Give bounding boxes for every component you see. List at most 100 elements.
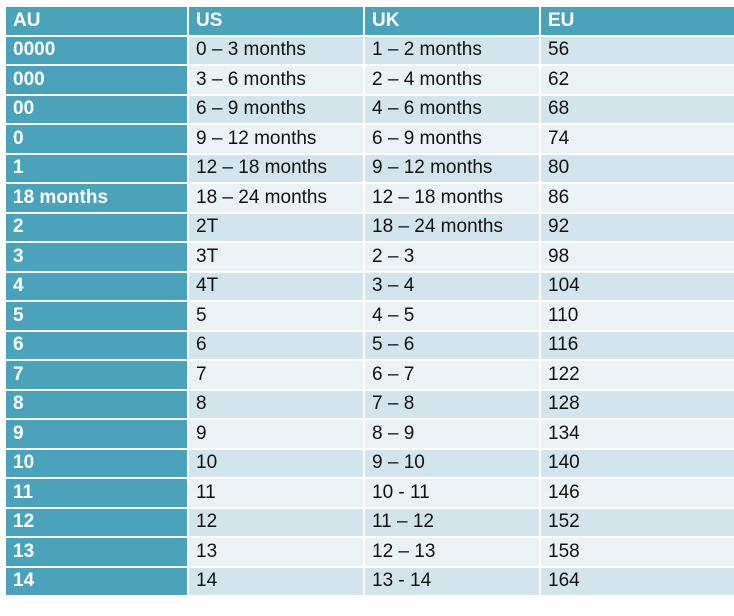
- cell-uk: 11 – 12: [364, 507, 541, 538]
- cell-eu: 68: [540, 94, 734, 125]
- cell-us: 12 – 18 months: [188, 153, 365, 184]
- cell-us: 14: [188, 566, 365, 597]
- cell-uk: 6 – 9 months: [364, 124, 541, 155]
- table-row: 2 2T 18 – 24 months 92: [6, 212, 734, 243]
- table-body: 0000 0 – 3 months 1 – 2 months 56 000 3 – 6 m…: [6, 35, 734, 597]
- cell-au: 8: [6, 389, 189, 420]
- cell-eu: 128: [540, 389, 734, 420]
- cell-au: 9: [6, 419, 189, 450]
- cell-eu: 134: [540, 419, 734, 450]
- cell-uk: 12 – 18 months: [364, 183, 541, 214]
- cell-au: 18 months: [6, 183, 189, 214]
- cell-au: 6: [6, 330, 189, 361]
- cell-eu: 80: [540, 153, 734, 184]
- cell-au: 3: [6, 242, 189, 273]
- cell-eu: 110: [540, 301, 734, 332]
- cell-uk: 4 – 5: [364, 301, 541, 332]
- table-row: 11 11 10 - 11 146: [6, 478, 734, 509]
- cell-au: 12: [6, 507, 189, 538]
- table-row: 10 10 9 – 10 140: [6, 448, 734, 479]
- cell-eu: 116: [540, 330, 734, 361]
- cell-us: 11: [188, 478, 365, 509]
- cell-eu: 140: [540, 448, 734, 479]
- table-row: 12 12 11 – 12 152: [6, 507, 734, 538]
- cell-us: 8: [188, 389, 365, 420]
- cell-au: 0: [6, 124, 189, 155]
- cell-uk: 9 – 12 months: [364, 153, 541, 184]
- cell-au: 7: [6, 360, 189, 391]
- cell-uk: 1 – 2 months: [364, 35, 541, 66]
- cell-us: 3 – 6 months: [188, 65, 365, 96]
- cell-us: 3T: [188, 242, 365, 273]
- cell-us: 5: [188, 301, 365, 332]
- table-row: 1 12 – 18 months 9 – 12 months 80: [6, 153, 734, 184]
- cell-au: 4: [6, 271, 189, 302]
- table-row: 13 13 12 – 13 158: [6, 537, 734, 568]
- cell-eu: 146: [540, 478, 734, 509]
- table-row: 00 6 – 9 months 4 – 6 months 68: [6, 94, 734, 125]
- cell-us: 6 – 9 months: [188, 94, 365, 125]
- table-row: 3 3T 2 – 3 98: [6, 242, 734, 273]
- cell-eu: 158: [540, 537, 734, 568]
- cell-uk: 6 – 7: [364, 360, 541, 391]
- table-row: 14 14 13 - 14 164: [6, 566, 734, 597]
- cell-us: 2T: [188, 212, 365, 243]
- cell-au: 13: [6, 537, 189, 568]
- cell-eu: 164: [540, 566, 734, 597]
- column-header-eu: EU: [540, 7, 734, 37]
- cell-uk: 3 – 4: [364, 271, 541, 302]
- cell-uk: 13 - 14: [364, 566, 541, 597]
- table-row: 4 4T 3 – 4 104: [6, 271, 734, 302]
- column-header-uk: UK: [364, 7, 541, 37]
- cell-us: 9 – 12 months: [188, 124, 365, 155]
- column-header-au: AU: [6, 7, 189, 37]
- cell-us: 10: [188, 448, 365, 479]
- cell-au: 00: [6, 94, 189, 125]
- cell-eu: 56: [540, 35, 734, 66]
- cell-us: 13: [188, 537, 365, 568]
- cell-us: 18 – 24 months: [188, 183, 365, 214]
- cell-uk: 12 – 13: [364, 537, 541, 568]
- cell-eu: 152: [540, 507, 734, 538]
- cell-au: 5: [6, 301, 189, 332]
- cell-eu: 104: [540, 271, 734, 302]
- cell-uk: 5 – 6: [364, 330, 541, 361]
- cell-au: 0000: [6, 35, 189, 66]
- table-row: 000 3 – 6 months 2 – 4 months 62: [6, 65, 734, 96]
- column-header-us: US: [188, 7, 365, 37]
- size-conversion-table: AU US UK EU 0000 0 – 3 months 1 – 2 months…: [6, 7, 734, 597]
- cell-us: 6: [188, 330, 365, 361]
- cell-au: 11: [6, 478, 189, 509]
- cell-uk: 2 – 3: [364, 242, 541, 273]
- cell-au: 1: [6, 153, 189, 184]
- cell-eu: 74: [540, 124, 734, 155]
- cell-eu: 122: [540, 360, 734, 391]
- cell-eu: 86: [540, 183, 734, 214]
- cell-au: 10: [6, 448, 189, 479]
- cell-uk: 8 – 9: [364, 419, 541, 450]
- cell-us: 12: [188, 507, 365, 538]
- cell-eu: 98: [540, 242, 734, 273]
- cell-au: 2: [6, 212, 189, 243]
- cell-au: 14: [6, 566, 189, 597]
- table-row: 18 months 18 – 24 months 12 – 18 months 86: [6, 183, 734, 214]
- cell-us: 0 – 3 months: [188, 35, 365, 66]
- cell-uk: 4 – 6 months: [364, 94, 541, 125]
- table-row: 0000 0 – 3 months 1 – 2 months 56: [6, 35, 734, 66]
- cell-uk: 9 – 10: [364, 448, 541, 479]
- cell-au: 000: [6, 65, 189, 96]
- cell-eu: 62: [540, 65, 734, 96]
- cell-us: 9: [188, 419, 365, 450]
- cell-eu: 92: [540, 212, 734, 243]
- cell-uk: 10 - 11: [364, 478, 541, 509]
- cell-us: 7: [188, 360, 365, 391]
- cell-uk: 2 – 4 months: [364, 65, 541, 96]
- cell-uk: 18 – 24 months: [364, 212, 541, 243]
- cell-uk: 7 – 8: [364, 389, 541, 420]
